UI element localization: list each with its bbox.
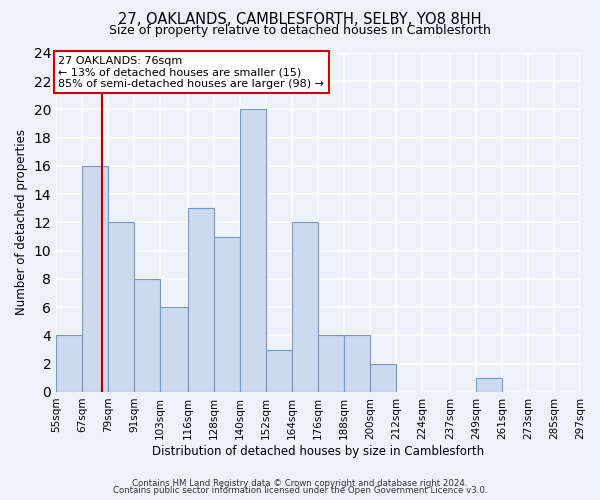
- Bar: [370, 364, 396, 392]
- Text: Contains public sector information licensed under the Open Government Licence v3: Contains public sector information licen…: [113, 486, 487, 495]
- Bar: [108, 222, 134, 392]
- Bar: [344, 336, 370, 392]
- X-axis label: Distribution of detached houses by size in Camblesforth: Distribution of detached houses by size …: [152, 444, 484, 458]
- Bar: [476, 378, 502, 392]
- Bar: [82, 166, 108, 392]
- Bar: [188, 208, 214, 392]
- Text: Size of property relative to detached houses in Camblesforth: Size of property relative to detached ho…: [109, 24, 491, 37]
- Bar: [292, 222, 318, 392]
- Bar: [266, 350, 292, 392]
- Bar: [214, 236, 240, 392]
- Bar: [240, 110, 266, 392]
- Text: Contains HM Land Registry data © Crown copyright and database right 2024.: Contains HM Land Registry data © Crown c…: [132, 478, 468, 488]
- Bar: [56, 336, 82, 392]
- Text: 27 OAKLANDS: 76sqm
← 13% of detached houses are smaller (15)
85% of semi-detache: 27 OAKLANDS: 76sqm ← 13% of detached hou…: [58, 56, 325, 89]
- Bar: [318, 336, 344, 392]
- Text: 27, OAKLANDS, CAMBLESFORTH, SELBY, YO8 8HH: 27, OAKLANDS, CAMBLESFORTH, SELBY, YO8 8…: [118, 12, 482, 28]
- Y-axis label: Number of detached properties: Number of detached properties: [15, 130, 28, 316]
- Bar: [160, 307, 188, 392]
- Bar: [134, 279, 160, 392]
